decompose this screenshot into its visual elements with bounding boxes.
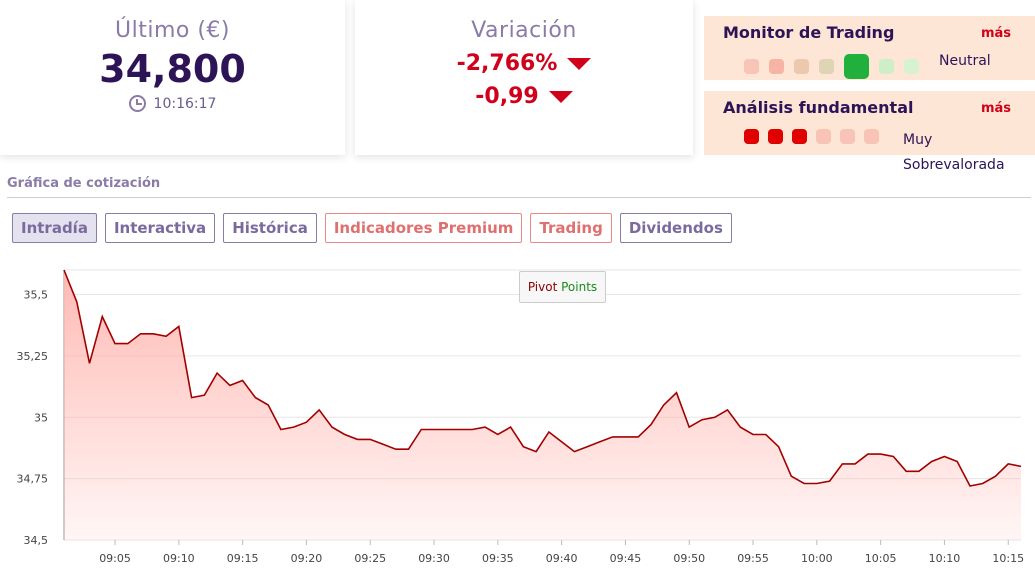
- tab-trading[interactable]: Trading: [530, 213, 612, 243]
- x-tick-label: 09:15: [227, 552, 259, 565]
- fundamental-more-link[interactable]: más: [980, 101, 1011, 116]
- trading-monitor-scale: [744, 54, 919, 79]
- x-tick-label: 09:20: [291, 552, 323, 565]
- x-tick-label: 10:10: [929, 552, 961, 565]
- trading-monitor-title: Monitor de Trading: [723, 23, 895, 42]
- variation-pct: -2,766%: [456, 51, 558, 76]
- pivot-points-button[interactable]: Pivot Points: [519, 271, 606, 303]
- fundamental-dot: [840, 129, 855, 144]
- intraday-chart: 35,5 35,25 35 34,75 34,5 09:05 09:10 09:15 09:20…: [17, 269, 1024, 565]
- fundamental-dot: [792, 129, 807, 144]
- chart-section-label: Gráfica de cotización: [7, 176, 161, 191]
- fundamental-dot: [816, 129, 831, 144]
- price-area: [64, 270, 1021, 540]
- x-tick-label: 09:30: [418, 552, 450, 565]
- last-price-value: 34,800: [99, 47, 246, 91]
- trading-monitor-dot: [904, 59, 919, 74]
- trading-monitor-dot: [744, 59, 759, 74]
- trading-monitor-more-link[interactable]: más: [980, 26, 1011, 41]
- x-tick-label: 09:55: [737, 552, 769, 565]
- tab-interactiva[interactable]: Interactiva: [104, 213, 216, 243]
- fundamental-title: Análisis fundamental: [723, 98, 914, 117]
- x-tick-label: 09:25: [354, 552, 386, 565]
- variation-abs-row: -0,99: [355, 84, 693, 109]
- trading-monitor-dot: [819, 59, 834, 74]
- variation-card: Variación -2,766% -0,99: [355, 0, 693, 155]
- x-tick-label: 09:50: [673, 552, 705, 565]
- variation-pct-row: -2,766%: [355, 51, 693, 76]
- y-tick-label: 35: [34, 411, 48, 424]
- trading-monitor-status: Neutral: [939, 53, 991, 69]
- x-tick-label: 10:15: [992, 552, 1024, 565]
- down-arrow-icon: [548, 90, 573, 103]
- last-price-card: Último (€) 34,800 10:16:17: [0, 0, 345, 155]
- trading-monitor-dot: [879, 59, 894, 74]
- x-tick-label: 09:45: [610, 552, 642, 565]
- x-tick-label: 09:10: [163, 552, 195, 565]
- x-tick-label: 09:35: [482, 552, 514, 565]
- fundamental-status: Muy Sobrevalorada: [903, 132, 1005, 173]
- x-tick-label: 10:05: [865, 552, 897, 565]
- trading-monitor-panel: Monitor de Trading más Neutral: [704, 16, 1035, 80]
- x-tick-label: 09:05: [99, 552, 131, 565]
- last-time-row: 10:16:17: [0, 95, 345, 112]
- fundamental-dot: [768, 129, 783, 144]
- fundamental-scale: [744, 129, 879, 144]
- tab-histórica[interactable]: Histórica: [223, 213, 317, 243]
- fundamental-panel: Análisis fundamental más Muy Sobrevalora…: [704, 91, 1035, 173]
- trading-monitor-dot: [844, 54, 869, 79]
- section-divider: [7, 197, 1031, 198]
- last-price-title: Último (€): [115, 18, 230, 43]
- clock-icon: [128, 95, 146, 112]
- down-arrow-icon: [567, 57, 592, 70]
- last-time: 10:16:17: [153, 95, 217, 112]
- tab-dividendos[interactable]: Dividendos: [619, 213, 732, 243]
- y-tick-label: 34,5: [24, 534, 49, 547]
- pivot-word: Pivot: [527, 280, 558, 294]
- price-line: [63, 269, 1022, 487]
- x-tick-label: 10:00: [801, 552, 833, 565]
- fundamental-dot: [864, 129, 879, 144]
- variation-title: Variación: [471, 18, 577, 43]
- y-tick-label: 35,5: [24, 289, 49, 302]
- fundamental-dot: [744, 129, 759, 144]
- tab-indicadores-premium[interactable]: Indicadores Premium: [324, 213, 523, 243]
- x-tick-label: 09:40: [546, 552, 578, 565]
- y-tick-label: 35,25: [17, 350, 49, 363]
- points-word: Points: [561, 280, 598, 294]
- variation-abs: -0,99: [475, 84, 539, 109]
- trading-monitor-dot: [769, 59, 784, 74]
- chart-tabs: Intradía Interactiva Histórica Indicadores …: [12, 213, 732, 243]
- trading-monitor-dot: [794, 59, 809, 74]
- y-tick-label: 34,75: [17, 473, 49, 486]
- tab-intradía[interactable]: Intradía: [12, 213, 97, 243]
